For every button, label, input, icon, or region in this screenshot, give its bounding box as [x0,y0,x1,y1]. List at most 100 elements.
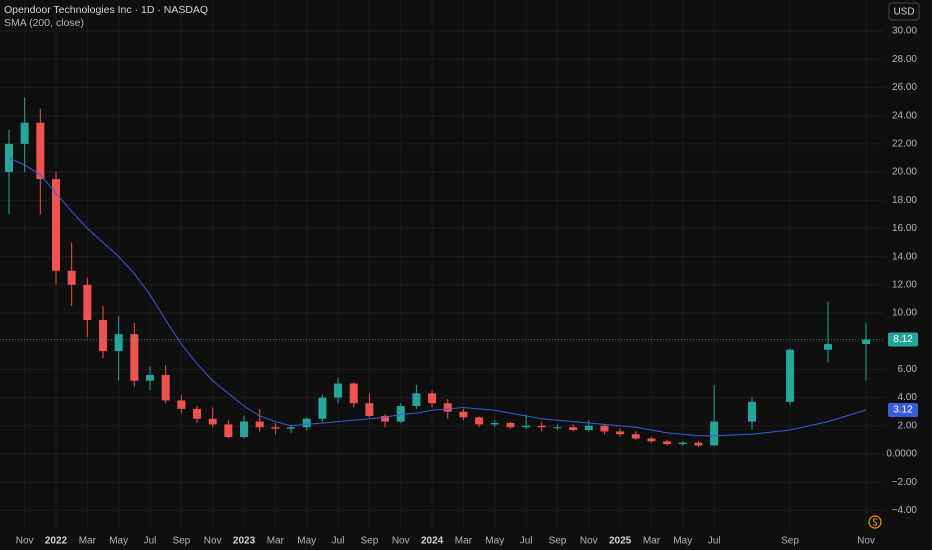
x-tick-label: Nov [204,536,222,547]
candle-body [271,427,280,429]
candle-body [443,403,452,412]
candle-body [146,375,155,381]
candle-body [569,427,578,431]
x-tick-label: Mar [267,536,285,547]
candle-body [114,334,123,352]
y-tick-label: 12.00 [892,279,917,290]
x-tick-label: Nov [392,536,410,547]
candle-body [255,421,264,428]
currency-label[interactable]: USD [893,7,914,18]
candle-body [428,393,437,404]
candle-body [99,320,108,352]
candle-body [459,411,468,418]
candle-body [349,383,358,404]
y-tick-label: 16.00 [892,223,917,234]
candle-body [4,143,13,173]
x-tick-label: Mar [643,536,661,547]
chart-title: Opendoor Technologies Inc · 1D · NASDAQ [4,4,208,16]
x-tick-label: May [109,536,128,547]
y-tick-label: 0.0000 [886,449,917,460]
event-icon-glyph [872,518,878,526]
y-tick-label: 14.00 [892,251,917,262]
candle-body [208,418,217,425]
x-tick-label: Sep [781,536,799,547]
indicator-label: SMA (200, close) [4,17,84,29]
last-price-tag [888,332,918,347]
candle-body [130,334,139,381]
x-tick-label: 2024 [421,536,444,547]
candle-body [475,417,484,425]
candle-body [584,425,593,431]
candle-body [412,393,421,407]
last-price-label: 8.12 [893,334,913,345]
x-tick-label: Jul [520,536,533,547]
candle-body [537,425,546,428]
plot [0,97,885,447]
y-tick-label: 22.00 [892,138,917,149]
candle-body [83,284,92,321]
y-tick-label: 4.00 [898,392,918,403]
candle-body [663,441,672,445]
sma-price-label: 3.12 [893,405,913,416]
candle-body [381,415,390,422]
candle-body [748,401,756,422]
y-tick-label: −4.00 [892,505,918,516]
candle-body [365,403,374,416]
y-tick-label: 26.00 [892,82,917,93]
currency-button[interactable] [888,2,920,21]
candle-body [490,422,499,425]
candle-body [824,344,832,350]
candle-body [522,425,531,428]
x-tick-label: Sep [361,536,379,547]
x-tick-label: Sep [172,536,190,547]
candle-body [36,122,45,180]
candle-body [694,442,703,446]
x-tick-label: 2023 [233,536,256,547]
x-tick-label: 2025 [609,536,632,547]
y-tick-label: 2.00 [898,420,918,431]
x-tick-label: Jul [332,536,345,547]
candle-body [862,339,870,345]
event-icon[interactable] [868,515,882,529]
x-tick-label: Sep [549,536,567,547]
candle-body [287,427,296,429]
y-tick-label: 24.00 [892,110,917,121]
candle-body [396,406,405,422]
candle-body [52,179,60,271]
candle-body [67,270,76,285]
y-tick-label: 30.00 [892,26,917,37]
x-tick-label: Nov [16,536,34,547]
x-tick-label: Jul [708,536,721,547]
x-tick-label: Nov [857,536,875,547]
candle-body [224,424,233,438]
x-tick-label: Nov [580,536,598,547]
candle-body [631,434,640,439]
y-tick-label: 6.00 [898,364,918,375]
candle-body [616,431,625,435]
candle-body [177,400,186,409]
candle-body [647,438,656,442]
x-tick-label: Jul [144,536,157,547]
y-tick-label: 10.00 [892,308,917,319]
candle-body [334,383,343,398]
y-tick-label: 28.00 [892,54,917,65]
candle-body [553,427,562,429]
x-tick-label: May [673,536,692,547]
y-tick-label: −2.00 [892,477,918,488]
candle-body [600,425,609,432]
candle-body [318,397,327,419]
candle-body [161,375,170,401]
candle-body [506,422,515,428]
candle-body [193,408,202,419]
x-tick-label: May [297,536,316,547]
y-tick-label: 20.00 [892,167,917,178]
x-tick-label: May [485,536,504,547]
axes: 30.00 28.00 26.00 24.00 22.00 20.00 18.00 16.00… [16,26,918,547]
y-tick-label: 18.00 [892,195,917,206]
x-tick-label: 2022 [45,536,68,547]
candle-body [302,418,311,428]
x-tick-label: Mar [79,536,97,547]
candle-body [20,122,29,144]
